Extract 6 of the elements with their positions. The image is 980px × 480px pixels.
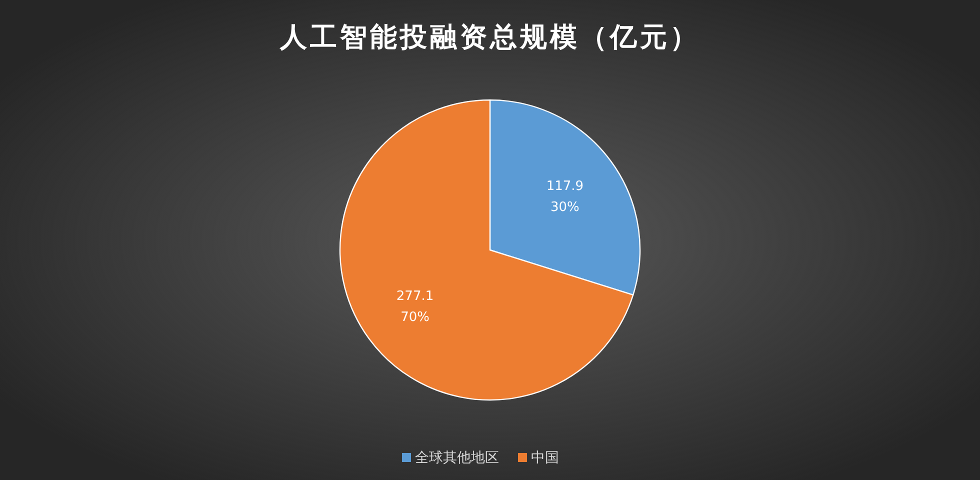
- chart-title: 人工智能投融资总规模（亿元）: [279, 22, 700, 53]
- slice-label: 中国: [531, 450, 559, 466]
- legend-label: 全球其他地区: [415, 450, 499, 466]
- data-label: 277.1 70%: [396, 289, 434, 326]
- data-label: 117.9 30%: [546, 178, 584, 215]
- legend: 全球其他地区 中国: [402, 450, 559, 466]
